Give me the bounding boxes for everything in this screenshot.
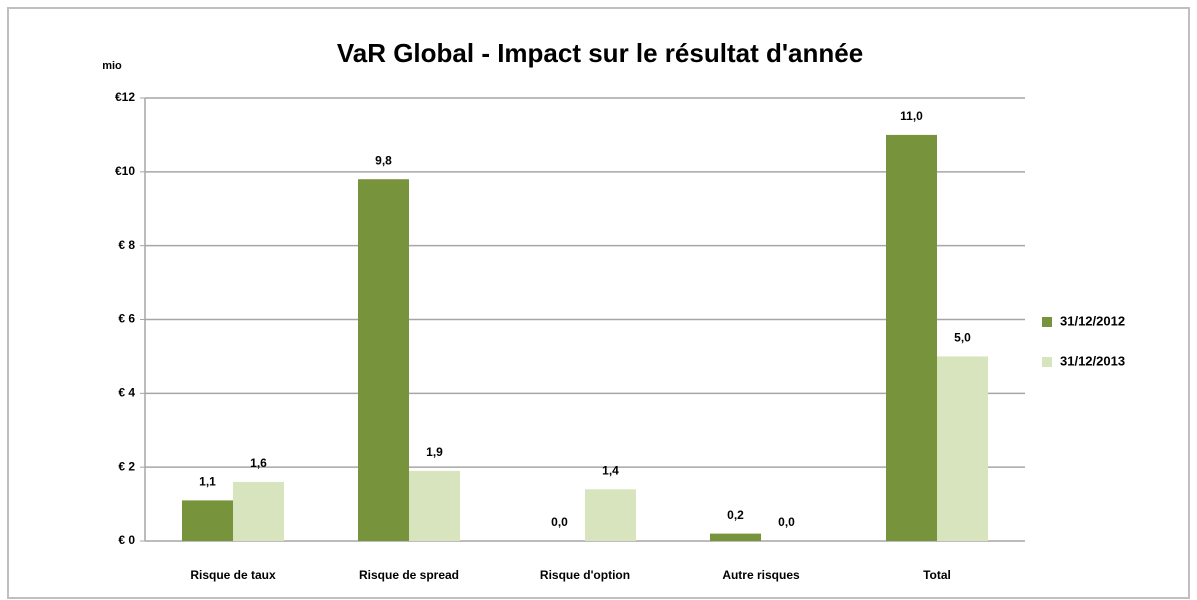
- y-tick-label: € 8: [118, 238, 135, 252]
- chart-title: VaR Global - Impact sur le résultat d'an…: [337, 38, 863, 68]
- bar: [710, 533, 761, 541]
- x-tick-label: Autre risques: [722, 568, 800, 582]
- bar: [358, 179, 409, 541]
- bar: [233, 481, 284, 541]
- y-tick-label: €12: [115, 90, 135, 104]
- y-unit: mio: [102, 60, 122, 72]
- y-tick-label: € 4: [118, 386, 135, 400]
- y-tick-label: € 6: [118, 312, 135, 326]
- value-label: 1,9: [426, 445, 443, 459]
- legend-label: 31/12/2012: [1060, 313, 1125, 328]
- value-label: 9,8: [375, 153, 392, 167]
- bar: [182, 500, 233, 541]
- x-tick-label: Risque de spread: [359, 568, 459, 582]
- bar: [585, 489, 636, 541]
- y-tick-label: €10: [115, 164, 135, 178]
- value-label: 0,0: [551, 515, 568, 529]
- legend-label: 31/12/2013: [1060, 353, 1125, 368]
- value-label: 5,0: [954, 331, 971, 345]
- legend-swatch: [1042, 357, 1052, 367]
- value-label: 1,4: [602, 463, 619, 477]
- bar: [937, 356, 988, 541]
- bar: [409, 470, 460, 541]
- x-tick-label: Risque de taux: [190, 568, 276, 582]
- x-tick-label: Total: [923, 568, 951, 582]
- value-label: 11,0: [900, 109, 923, 123]
- value-label: 1,1: [199, 475, 216, 489]
- value-label: 0,2: [727, 508, 744, 522]
- y-tick-label: € 2: [118, 459, 135, 473]
- y-tick-label: € 0: [118, 533, 135, 547]
- legend-swatch: [1042, 317, 1052, 327]
- bar: [886, 134, 937, 541]
- value-label: 1,6: [250, 456, 267, 470]
- x-tick-label: Risque d'option: [540, 568, 630, 582]
- value-label: 0,0: [778, 515, 795, 529]
